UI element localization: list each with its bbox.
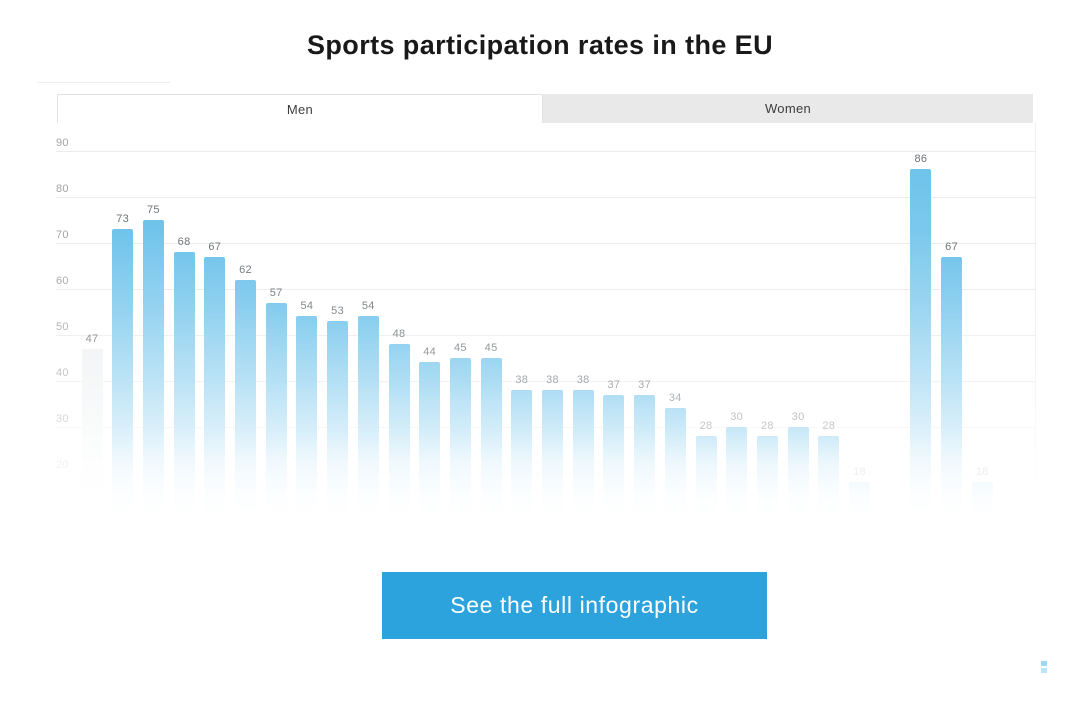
bar — [327, 320, 349, 538]
y-tick-label: 70 — [56, 228, 69, 241]
bar-value-label: 38 — [576, 373, 590, 386]
see-full-infographic-button[interactable]: See the full infographic — [382, 572, 767, 639]
bar-value-label: 54 — [361, 300, 375, 313]
bar — [357, 316, 379, 538]
bar — [603, 394, 625, 538]
bar — [818, 435, 840, 538]
gridline — [56, 288, 1036, 290]
bar-value-label: 47 — [85, 332, 99, 345]
bar — [112, 228, 134, 538]
bar-value-label: 44 — [423, 346, 437, 359]
bar-value-label: 86 — [914, 153, 928, 166]
bar-value-label: 28 — [699, 419, 713, 432]
y-tick-label: 40 — [56, 366, 69, 379]
bar-value-label: 18 — [975, 465, 989, 478]
watermark-mark — [1041, 661, 1047, 674]
bar-value-label: 54 — [300, 300, 314, 313]
bar — [910, 169, 932, 538]
bar-value-label: 37 — [607, 378, 621, 391]
y-tick-label: 20 — [56, 458, 69, 471]
bar-value-label: 67 — [208, 240, 222, 253]
y-tick-label: 90 — [56, 136, 69, 149]
bar — [542, 389, 563, 538]
bar — [142, 219, 164, 538]
tab-women[interactable]: Women — [543, 94, 1033, 123]
bar-value-label: 18 — [853, 465, 866, 478]
bar — [634, 394, 656, 538]
y-tick-label: 50 — [56, 320, 69, 333]
bar — [388, 343, 410, 538]
bar-value-label: 30 — [730, 410, 744, 423]
bar — [572, 389, 594, 538]
bar-value-label: 38 — [515, 373, 529, 386]
bar-value-label: 73 — [116, 212, 130, 225]
bar-value-label: 28 — [760, 419, 774, 432]
bar — [695, 435, 717, 538]
bar-value-label: 67 — [945, 240, 959, 253]
tab-men-label: Men — [286, 101, 314, 117]
bar — [204, 256, 226, 538]
bar-value-label: 34 — [668, 392, 682, 405]
bar-value-label: 57 — [269, 286, 283, 299]
bar — [480, 357, 502, 538]
bar — [726, 426, 748, 538]
bar — [971, 481, 993, 538]
bar-value-label: 37 — [638, 378, 652, 391]
bar-chart: 90 80 70 60 50 40 30 20 47 73 75 68 67 62 57 54 53 54 48 44… — [56, 123, 1036, 538]
bar — [756, 435, 778, 538]
bar-value-label: 38 — [546, 373, 559, 386]
bar-value-label: 30 — [791, 410, 805, 423]
y-tick-label: 60 — [56, 274, 69, 287]
gridline — [56, 150, 1036, 152]
bar — [941, 256, 963, 538]
series-tabs: Men Women — [57, 94, 1033, 123]
bar-value-label: 45 — [453, 341, 467, 354]
bar-value-label: 62 — [239, 263, 252, 276]
bar — [81, 348, 103, 538]
bar — [849, 481, 870, 538]
bar — [511, 389, 533, 538]
bar-value-label: 53 — [331, 304, 345, 317]
bar — [296, 316, 318, 538]
bar — [235, 279, 256, 538]
bar — [664, 408, 686, 538]
top-divider — [37, 82, 170, 83]
y-tick-label: 30 — [56, 412, 69, 425]
bar-value-label: 68 — [177, 235, 191, 248]
bar — [265, 302, 287, 538]
plot-right-border — [1035, 123, 1036, 483]
gridline — [56, 196, 1036, 198]
bar-value-label: 48 — [392, 327, 406, 340]
bar-value-label: 75 — [146, 203, 160, 216]
gridline — [56, 334, 1036, 336]
tab-women-label: Women — [764, 101, 812, 116]
bar — [449, 357, 471, 538]
bar-value-label: 28 — [822, 419, 836, 432]
bar — [419, 362, 441, 538]
bar — [173, 251, 195, 538]
page-title: Sports participation rates in the EU — [307, 30, 773, 60]
y-tick-label: 80 — [56, 182, 69, 195]
bar-value-label: 45 — [484, 341, 498, 354]
tab-men[interactable]: Men — [57, 94, 543, 123]
bar — [787, 426, 809, 538]
